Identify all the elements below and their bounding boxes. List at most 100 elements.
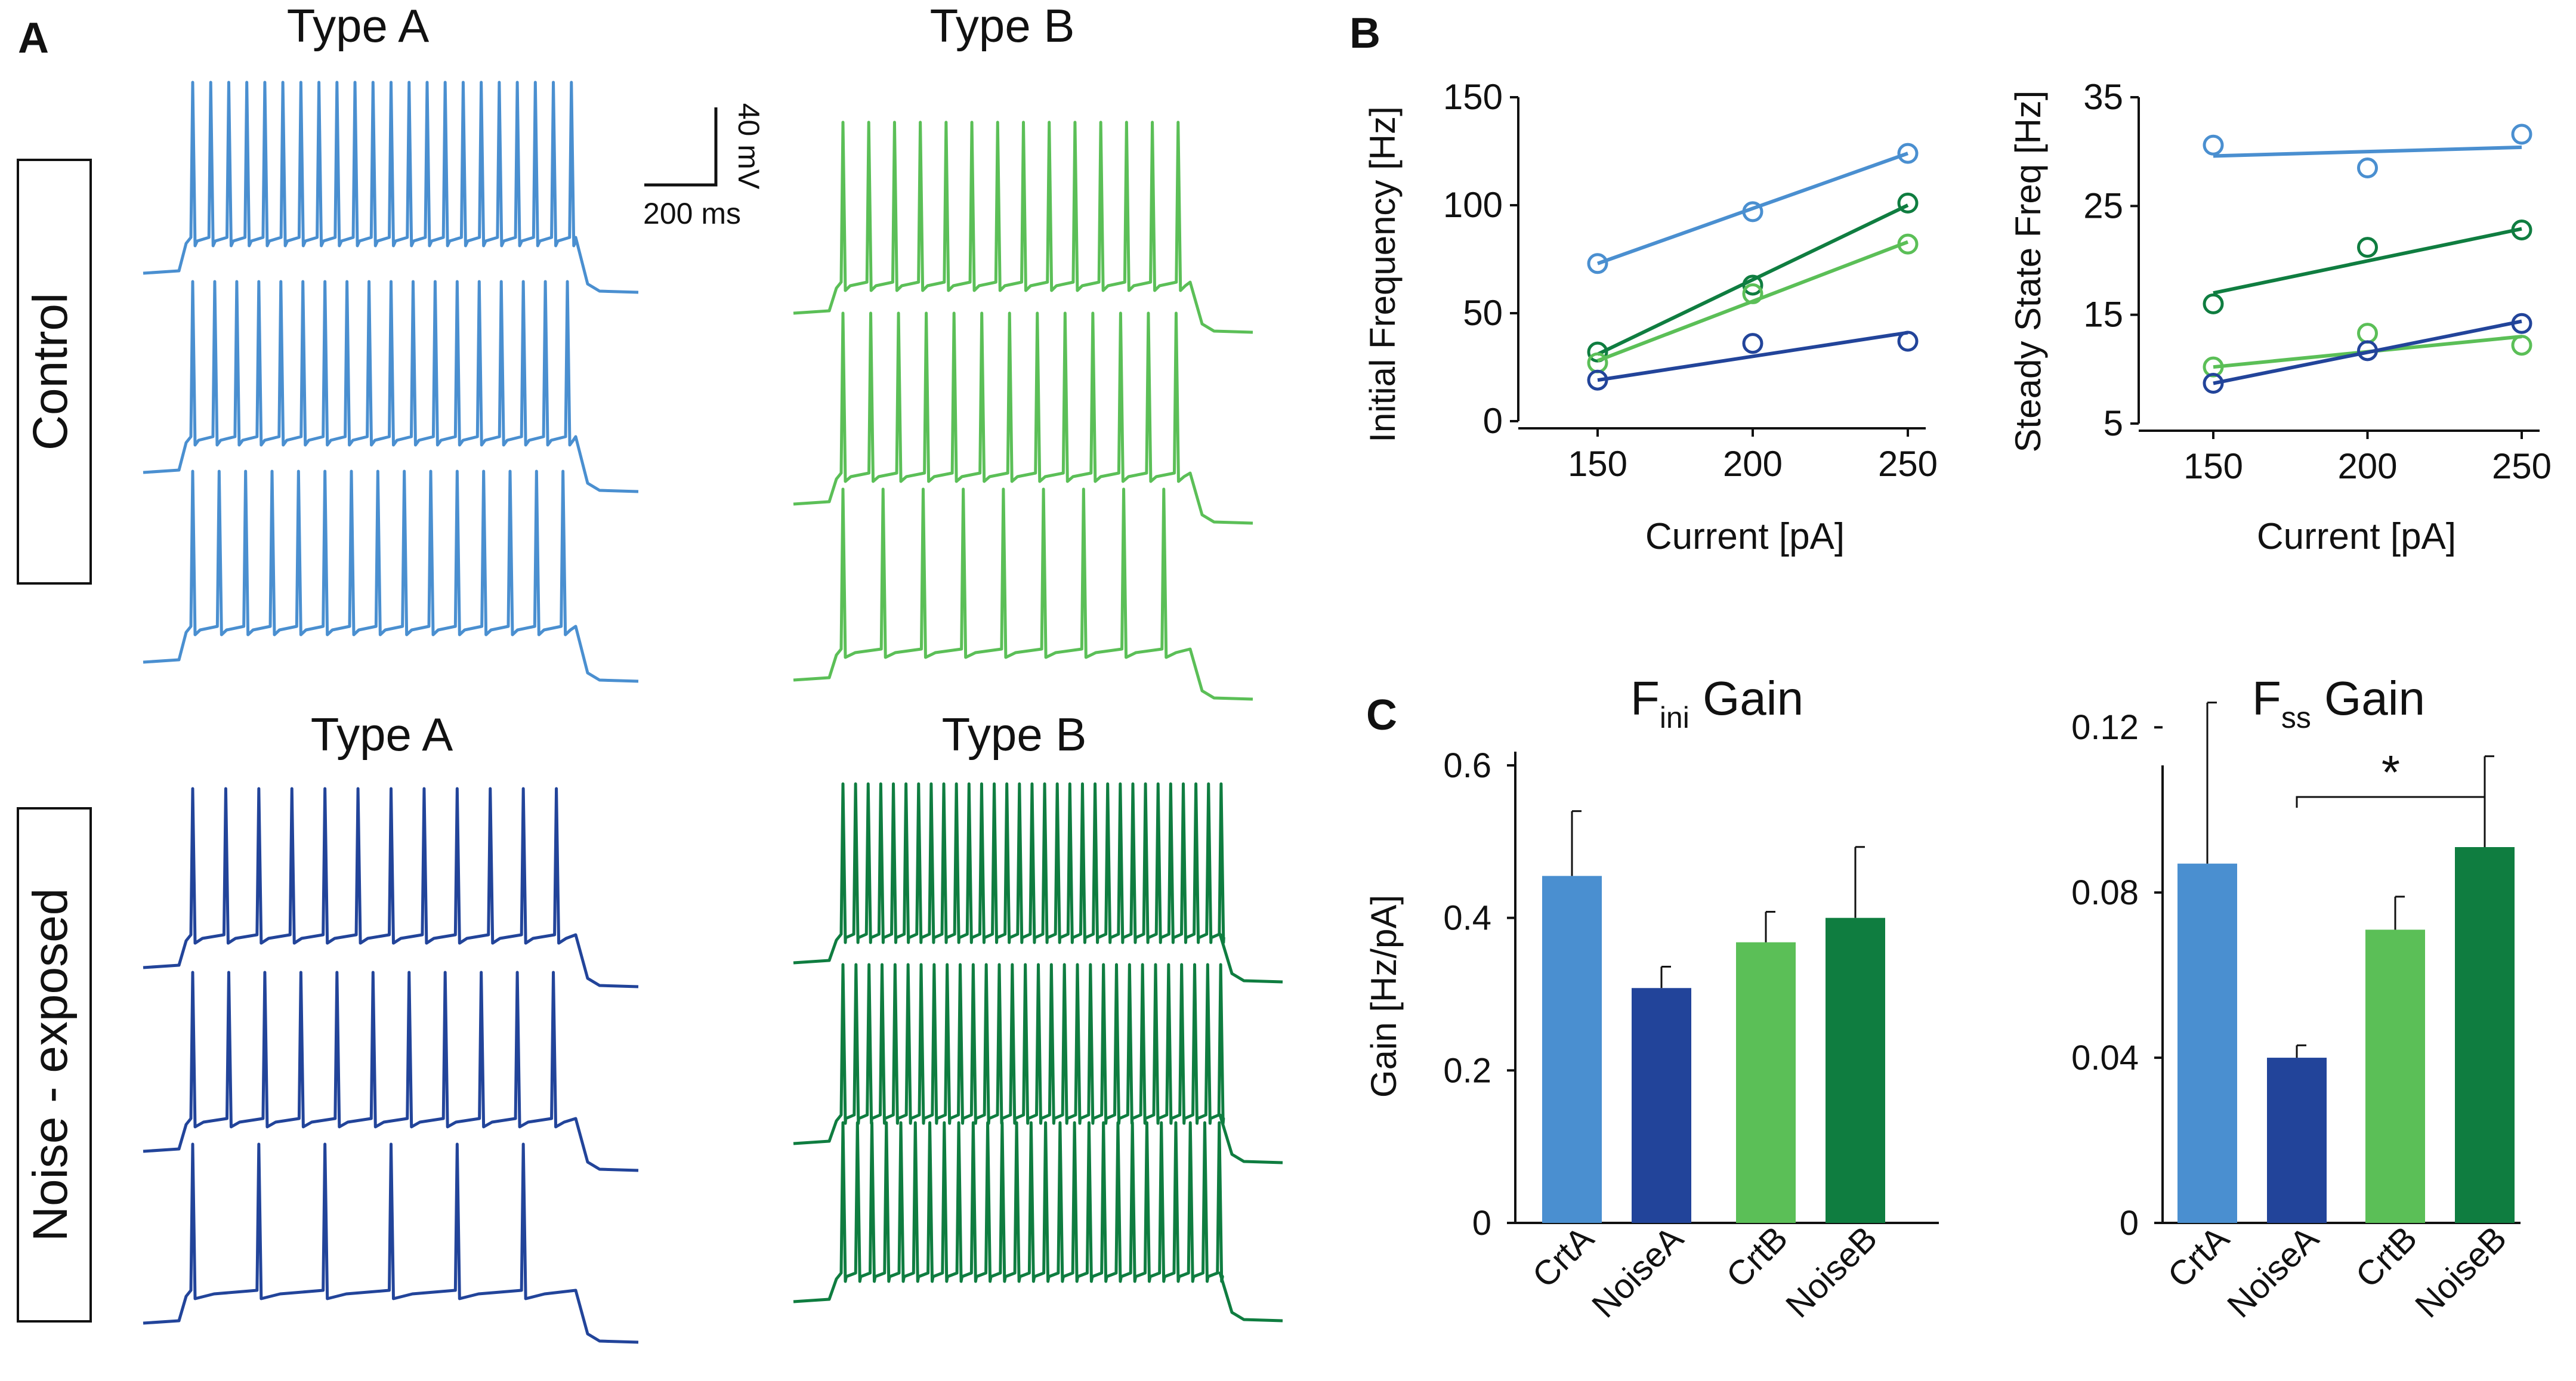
b-left-ytick-label: 50 [1463,293,1503,333]
b-left-point-noisea [1587,369,1608,391]
b-left-point-noiseb [1742,274,1763,296]
b-left-point-noisea [1897,330,1919,352]
voltage-trace-noise_a-2 [143,971,639,1172]
b-left-xtick-label: 250 [1878,444,1938,484]
c-right-ytick-label: 0.08 [2071,873,2139,912]
c-right-bar-noiseb [2455,847,2515,1223]
b-right-fit-line-noisea [2213,319,2522,385]
c-left-bar-crta [1542,876,1602,1223]
voltage-trace-noise_b-3 [793,1121,1283,1323]
scale-bar-time: 200 ms [643,197,741,230]
c-left-title-rest: Gain [1689,672,1803,725]
c-left-category-label-crta: CrtA [1525,1219,1601,1295]
b-right-point-crta [2203,134,2224,156]
b-left-fit-line-noisea [1597,330,1908,382]
b-left-fit-line-crta [1596,152,1909,265]
b-left-fit-line-noiseb [1596,203,1909,356]
c-left-title: Fini Gain [1630,672,1803,734]
chart-initial-frequency: Initial Frequency [Hz] Current [pA] 0 50 1… [1363,77,1938,557]
title-control-type-b: Type B [930,0,1075,52]
b-left-point-noisea [1742,333,1763,354]
title-noise-type-b: Type B [942,708,1087,761]
control-label: Control [23,293,78,450]
c-left-ytick-label: 0.6 [1443,746,1491,785]
noise-exposed-label: Noise - exposed [23,888,78,1242]
scale-bar-voltage: 40 mV [732,103,765,190]
c-left-bar-noisea [1632,988,1691,1223]
b-right-point-noisea [2203,373,2224,394]
b-left-ytick-label: 0 [1483,401,1503,441]
b-right-xlabel: Current [pA] [2257,516,2456,557]
c-right-category-label-noiseb: NoiseB [2408,1219,2514,1325]
b-right-plot: 5 15 25 35 150 200 250 [2083,77,2552,486]
panel-letter-b: B [1349,10,1380,57]
title-noise-type-a: Type A [311,708,453,761]
voltage-trace-noise_b-2 [793,963,1283,1164]
b-right-fit-line-crta [2213,145,2522,158]
chart-steady-state-frequency: Steady State Freq [Hz] Current [pA] 5 15 2… [2008,77,2552,557]
b-left-point-crtb [1587,352,1608,373]
b-left-ylabel: Initial Frequency [Hz] [1363,106,1403,443]
b-left-ytick-label: 150 [1443,77,1503,117]
scale-bar: 40 mV 200 ms [643,103,765,230]
b-right-xtick-label: 250 [2492,446,2552,486]
voltage-trace-control_b-1 [793,121,1253,334]
voltage-trace-control_a-3 [143,469,639,683]
b-right-point-noiseb [2203,293,2224,314]
c-left-title-main: F [1630,672,1660,725]
b-left-point-crta [1897,143,1919,164]
b-right-ytick-label: 5 [2104,403,2123,443]
b-right-xtick-label: 200 [2337,446,2397,486]
voltage-trace-control_a-1 [143,81,639,294]
b-left-point-noiseb [1897,192,1919,214]
control-group-label: Control [17,159,92,585]
voltage-trace-control_a-2 [143,280,639,493]
panel-letter-c: C [1366,691,1397,739]
b-right-point-noisea [2357,340,2378,362]
b-left-xtick-label: 150 [1568,444,1627,484]
c-right-category-label-crtb: CrtB [2348,1219,2424,1295]
voltage-trace-noise_b-1 [793,782,1283,984]
b-right-ytick-label: 15 [2083,295,2123,335]
c-left-ylabel: Gain [Hz/pA] [1364,895,1404,1098]
c-right-ytick-label: 0 [2120,1204,2139,1243]
c-right-title-sub: ss [2281,701,2311,734]
b-left-ytick-label: 100 [1443,185,1503,225]
voltage-trace-noise_a-3 [143,1142,639,1344]
chart-fini-gain: Fini Gain Gain [Hz/pA] 00.20.40.6CrtANoi… [1364,672,1939,1325]
c-right-significance-star: * [2382,746,2400,799]
c-right-ytick-label: 0.04 [2071,1039,2139,1077]
b-left-xtick-label: 200 [1723,444,1783,484]
b-left-point-crtb [1742,283,1763,304]
c-right-bar-crtb [2365,929,2425,1223]
voltage-trace-control_b-2 [793,311,1253,525]
c-right-bar-noisea [2267,1058,2327,1223]
c-left-ytick-label: 0 [1472,1204,1491,1243]
c-right-category-label-noisea: NoiseA [2220,1219,2326,1325]
b-left-point-noiseb [1587,341,1608,363]
b-right-ytick-label: 25 [2083,186,2123,225]
c-right-bar-crta [2177,863,2237,1223]
voltage-trace-control_b-3 [793,487,1253,701]
panel-letter-a: A [18,14,49,62]
b-right-point-crta [2511,123,2532,145]
c-left-category-label-noiseb: NoiseB [1778,1219,1885,1325]
c-right-category-label-crta: CrtA [2160,1219,2237,1295]
b-left-xlabel: Current [pA] [1645,516,1845,557]
c-right-title: Fss Gain [2252,672,2425,734]
c-right-significance-bracket [2296,796,2486,808]
b-left-plot: 0 50 100 150 150 200 250 [1443,77,1938,484]
b-left-point-crta [1742,201,1763,223]
c-right-title-main: F [2252,672,2281,725]
b-left-point-crta [1587,253,1608,274]
c-left-category-label-crtb: CrtB [1719,1219,1795,1295]
c-left-ytick-label: 0.2 [1443,1051,1491,1090]
noise-group-label: Noise - exposed [17,807,92,1323]
b-right-point-noiseb [2357,237,2378,258]
title-control-type-a: Type A [287,0,430,52]
b-right-point-crtb [2511,335,2532,356]
